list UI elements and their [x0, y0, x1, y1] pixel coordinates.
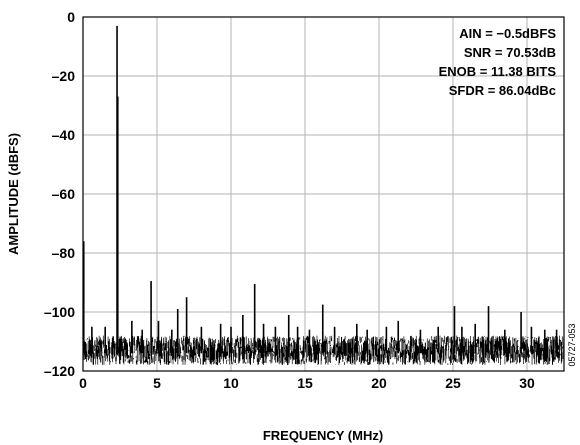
annotation-snr: SNR = 70.53dB: [464, 45, 556, 60]
x-axis-label: FREQUENCY (MHz): [263, 428, 383, 443]
x-tick-label-3: 15: [297, 375, 313, 391]
y-tick-labels: 0 –20 –40 –60 –80 –100 –120: [44, 9, 75, 379]
y-tick-label-6: –120: [44, 363, 75, 379]
y-tick-label-0: 0: [67, 9, 75, 25]
annotation-enob: ENOB = 11.38 BITS: [439, 64, 557, 79]
x-tick-label-2: 10: [223, 375, 239, 391]
x-tick-label-0: 0: [79, 375, 87, 391]
x-tick-labels: 0 5 10 15 20 25 30: [79, 375, 535, 391]
x-tick-label-5: 25: [445, 375, 461, 391]
x-tick-label-1: 5: [153, 375, 161, 391]
plot-frame: [82, 16, 565, 372]
x-tick-label-4: 20: [371, 375, 387, 391]
y-tick-label-1: –20: [52, 68, 76, 84]
y-tick-label-4: –80: [52, 245, 76, 261]
x-tick-label-6: 30: [519, 375, 535, 391]
annotation-sfdr: SFDR = 86.04dBc: [449, 83, 556, 98]
y-tick-label-5: –100: [44, 304, 75, 320]
annotation-box: AIN = −0.5dBFS SNR = 70.53dB ENOB = 11.3…: [439, 26, 557, 98]
figure-id: 05727-053: [567, 323, 577, 366]
annotation-ain: AIN = −0.5dBFS: [459, 26, 556, 41]
y-tick-label-3: –60: [52, 186, 76, 202]
spectrum-spurs: [82, 25, 558, 354]
y-axis-label: AMPLITUDE (dBFS): [6, 133, 21, 255]
y-tick-label-2: –40: [52, 127, 76, 143]
